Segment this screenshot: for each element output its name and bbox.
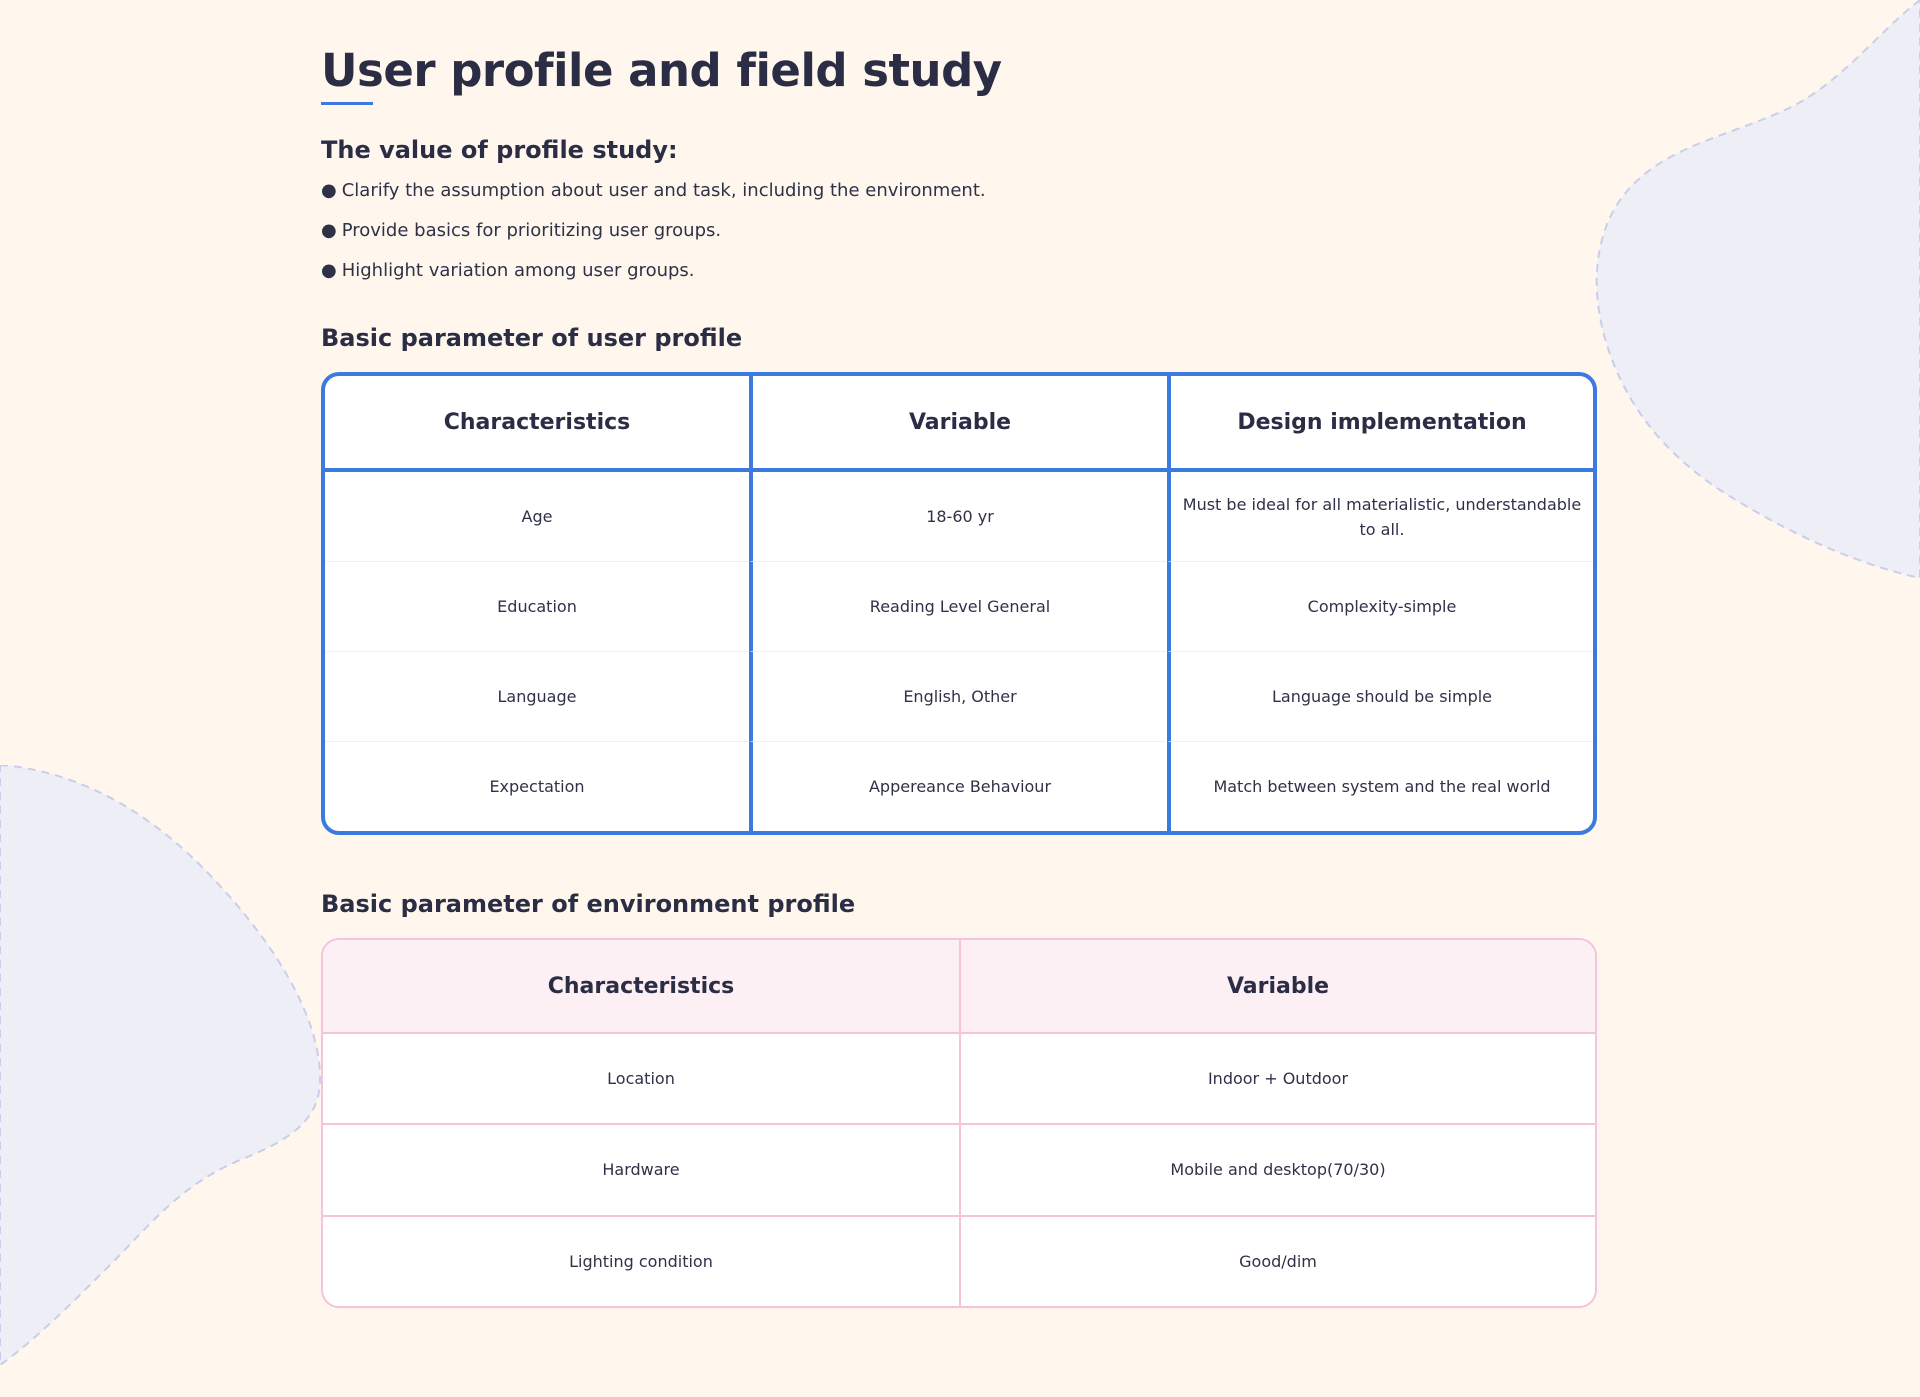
profile-value-heading: The value of profile study: bbox=[321, 136, 678, 164]
cell-design-implementation: Match between system and the real world bbox=[1167, 741, 1593, 831]
cell-characteristic: Language bbox=[325, 651, 749, 741]
table-row: Expectation Appereance Behaviour Match b… bbox=[325, 741, 1593, 831]
decorative-blob-bottom-left bbox=[0, 765, 322, 1365]
cell-variable: English, Other bbox=[749, 651, 1167, 741]
cell-design-implementation: Language should be simple bbox=[1167, 651, 1593, 741]
bullet-icon: ● bbox=[321, 220, 337, 241]
table-header-row: Characteristics Variable Design implemen… bbox=[325, 376, 1593, 472]
cell-variable: Mobile and desktop(70/30) bbox=[959, 1123, 1595, 1215]
cell-variable: Appereance Behaviour bbox=[749, 741, 1167, 831]
profile-value-item-text: Highlight variation among user groups. bbox=[341, 260, 695, 281]
column-header-variable: Variable bbox=[959, 940, 1595, 1034]
bullet-icon: ● bbox=[321, 180, 337, 201]
cell-design-implementation: Complexity-simple bbox=[1167, 561, 1593, 651]
profile-value-item: ● Clarify the assumption about user and t… bbox=[321, 176, 986, 216]
table-row: Age 18-60 yr Must be ideal for all mater… bbox=[325, 472, 1593, 561]
table-header-row: Characteristics Variable bbox=[323, 940, 1595, 1034]
column-header-design-implementation: Design implementation bbox=[1167, 376, 1593, 472]
cell-variable: 18-60 yr bbox=[749, 472, 1167, 561]
cell-characteristic: Expectation bbox=[325, 741, 749, 831]
environment-profile-table: Characteristics Variable Location Indoor… bbox=[321, 938, 1597, 1308]
user-profile-heading: Basic parameter of user profile bbox=[321, 324, 743, 352]
table-row: Location Indoor + Outdoor bbox=[323, 1034, 1595, 1124]
table-row: Language English, Other Language should … bbox=[325, 651, 1593, 741]
table-row: Hardware Mobile and desktop(70/30) bbox=[323, 1123, 1595, 1215]
cell-characteristic: Lighting condition bbox=[323, 1214, 959, 1306]
profile-value-list: ● Clarify the assumption about user and t… bbox=[321, 176, 986, 296]
column-header-characteristics: Characteristics bbox=[325, 376, 749, 472]
bullet-icon: ● bbox=[321, 260, 337, 281]
cell-characteristic: Age bbox=[521, 507, 553, 526]
column-header-characteristics: Characteristics bbox=[323, 940, 959, 1034]
profile-value-item-text: Provide basics for prioritizing user gro… bbox=[341, 220, 722, 241]
page-title: User profile and field study bbox=[321, 44, 1002, 97]
cell-variable: Reading Level General bbox=[749, 561, 1167, 651]
column-header-variable: Variable bbox=[749, 376, 1167, 472]
cell-design-implementation: Must be ideal for all materialistic, und… bbox=[1167, 472, 1593, 561]
cell-characteristic: Hardware bbox=[323, 1123, 959, 1214]
table-row: Education Reading Level General Complexi… bbox=[325, 561, 1593, 651]
profile-value-item-text: Clarify the assumption about user and ta… bbox=[341, 180, 986, 201]
environment-profile-heading: Basic parameter of environment profile bbox=[321, 890, 856, 918]
user-profile-table: Characteristics Variable Design implemen… bbox=[321, 372, 1597, 835]
decorative-blob-top-right bbox=[1595, 0, 1920, 580]
cell-characteristic: Location bbox=[607, 1069, 675, 1089]
cell-variable: Good/dim bbox=[959, 1214, 1595, 1306]
profile-value-item: ● Highlight variation among user groups. bbox=[321, 256, 986, 296]
cell-variable: Indoor + Outdoor bbox=[959, 1034, 1595, 1124]
table-row: Lighting condition Good/dim bbox=[323, 1214, 1595, 1306]
cell-characteristic: Education bbox=[325, 561, 749, 651]
title-underline bbox=[321, 102, 373, 105]
profile-value-item: ● Provide basics for prioritizing user gr… bbox=[321, 216, 986, 256]
